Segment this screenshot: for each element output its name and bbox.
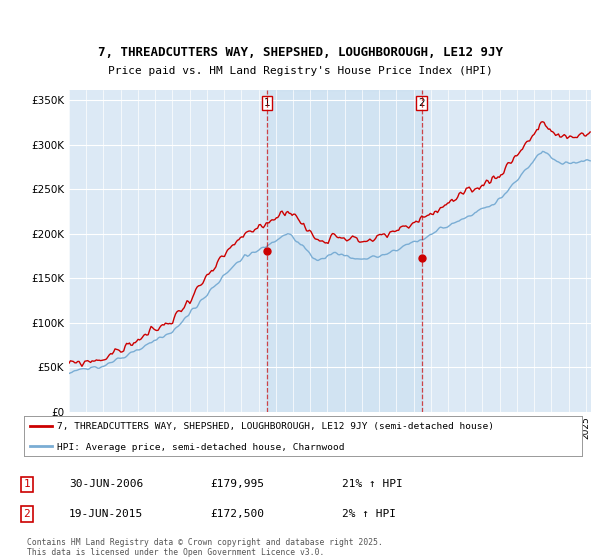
Text: 30-JUN-2006: 30-JUN-2006 xyxy=(69,479,143,489)
Text: 1: 1 xyxy=(264,97,271,108)
Text: HPI: Average price, semi-detached house, Charnwood: HPI: Average price, semi-detached house,… xyxy=(58,442,345,451)
Text: 19-JUN-2015: 19-JUN-2015 xyxy=(69,509,143,519)
Text: 7, THREADCUTTERS WAY, SHEPSHED, LOUGHBOROUGH, LE12 9JY: 7, THREADCUTTERS WAY, SHEPSHED, LOUGHBOR… xyxy=(97,46,503,59)
Text: £179,995: £179,995 xyxy=(210,479,264,489)
Text: 2% ↑ HPI: 2% ↑ HPI xyxy=(342,509,396,519)
Text: Contains HM Land Registry data © Crown copyright and database right 2025.
This d: Contains HM Land Registry data © Crown c… xyxy=(27,538,383,557)
Text: 7, THREADCUTTERS WAY, SHEPSHED, LOUGHBOROUGH, LE12 9JY (semi-detached house): 7, THREADCUTTERS WAY, SHEPSHED, LOUGHBOR… xyxy=(58,422,494,431)
Text: 1: 1 xyxy=(23,479,31,489)
Text: Price paid vs. HM Land Registry's House Price Index (HPI): Price paid vs. HM Land Registry's House … xyxy=(107,66,493,76)
Text: 2: 2 xyxy=(23,509,31,519)
Text: £172,500: £172,500 xyxy=(210,509,264,519)
Text: 2: 2 xyxy=(418,97,425,108)
Bar xyxy=(267,90,422,412)
Text: 21% ↑ HPI: 21% ↑ HPI xyxy=(342,479,403,489)
